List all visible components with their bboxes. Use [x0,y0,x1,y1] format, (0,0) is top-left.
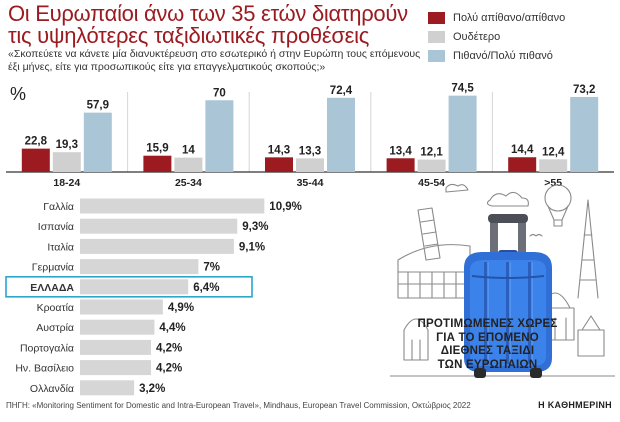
legend-item-neutral: Ουδέτερο [428,27,614,46]
country-label: Κροατία [37,302,74,314]
legend-item-positive: Πιθανό/Πολύ πιθανό [428,46,614,65]
bar-35-44-0 [265,157,293,172]
ranking-bar [80,380,135,396]
bar-value-label: 14,4 [511,144,534,156]
source-note: ΠΗΓΗ: «Monitoring Sentiment for Domestic… [6,401,471,410]
ranking-bar [80,299,163,315]
chart-legend: Πολύ απίθανο/απίθανο Ουδέτερο Πιθανό/Πολ… [428,8,614,65]
bar-value-label: 14,3 [268,144,290,156]
category-label: 45-54 [418,177,445,189]
publisher-brand: Η ΚΑΘΗΜΕΡΙΝΗ [538,400,612,410]
ranking-bar [80,238,234,254]
bar-45-54-2 [448,95,477,172]
bar-value-label: 72,4 [330,85,353,97]
bar-value-label: 73,2 [573,84,595,96]
bar-18-24-1 [52,152,81,172]
country-label: Πορτογαλία [20,342,74,354]
highlight-box [5,275,253,298]
bar->55-1 [539,159,568,172]
country-label: Ισπανία [38,221,74,233]
caption-line-2: ΓΙΑ ΤΟ ΕΠΟΜΕΝΟ [436,331,539,344]
bar-value-label: 12,1 [420,147,443,159]
caption-line-1: ΠΡΟΤΙΜΩΜΕΝΕΣ ΧΩΡΕΣ [417,318,558,330]
ranking-bar [80,360,152,376]
survey-question: «Σκοπεύετε να κάνετε μία διανυκτέρευση σ… [8,48,421,73]
country-label: Ιταλία [47,241,74,253]
bar-value-label: 13,3 [299,145,321,157]
legend-label-positive: Πιθανό/Πολύ πιθανό [453,49,553,62]
ranking-value-label: 4,9% [168,302,194,314]
bar-value-label: 12,4 [542,146,565,158]
category-label: 25-34 [175,177,202,189]
country-label: ΕΛΛΑΔΑ [30,282,74,294]
bar-value-label: 15,9 [146,143,168,155]
ranking-value-label: 4,2% [156,363,182,375]
bar-value-label: 70 [213,87,226,99]
country-label: Αυστρία [36,322,74,334]
bar-18-24-2 [83,112,112,172]
country-label: Γερμανία [32,262,74,274]
legend-label-neutral: Ουδέτερο [453,30,501,43]
ranking-value-label: 4,4% [159,322,185,334]
ranking-bar [80,339,152,355]
title-line-2: τις υψηλότερες ταξιδιωτικές προθέσεις [8,23,370,48]
ranking-bar [80,198,265,214]
country-label: Ην. Βασίλειο [15,363,74,375]
legend-item-negative: Πολύ απίθανο/απίθανο [428,8,614,27]
ranking-bar [80,279,189,295]
bar-35-44-2 [327,97,355,172]
ranking-bar [80,218,238,234]
bar-18-24-0 [21,148,50,172]
category-label: 35-44 [297,177,324,189]
country-label: Ολλανδία [30,383,74,395]
legend-swatch-negative [428,11,445,24]
bar-value-label: 19,3 [56,139,78,151]
suitcase-landmarks-icon [390,183,615,378]
ranking-value-label: 9,1% [239,241,265,253]
ranking-value-label: 7% [203,262,220,274]
bar-35-44-1 [296,158,324,172]
ranking-caption: ΠΡΟΤΙΜΩΜΕΝΕΣ ΧΩΡΕΣ ΓΙΑ ΤΟ ΕΠΟΜΕΝΟ ΔΙΕΘΝΕ… [395,318,580,372]
page-title: Οι Ευρωπαίοι άνω των 35 ετών διατηρούν τ… [8,3,408,47]
bar-45-54-0 [386,158,415,172]
legend-swatch-positive [428,49,445,62]
title-line-1: Οι Ευρωπαίοι άνω των 35 ετών διατηρούν [8,1,408,26]
age-group-bar-chart: 22,8 19,3 57,9 18-24 15,9 14 70 25-34 14,3 13,3 72… [6,83,614,189]
caption-line-3: ΔΙΕΘΝΕΣ ΤΑΞΙΔΙ [440,345,535,357]
caption-line-4: ΤΩΝ ΕΥΡΩΠΑΙΩΝ [437,358,538,371]
legend-swatch-neutral [428,30,445,43]
bar-25-34-0 [143,155,172,172]
bar-25-34-1 [174,157,203,172]
category-label: >55 [544,177,562,189]
ranking-bar [80,319,155,335]
ranking-value-label: 6,4% [193,282,219,294]
unit-label: % [10,84,27,104]
bar-value-label: 14 [182,145,195,157]
bar-value-label: 22,8 [25,136,48,148]
ranking-value-label: 3,2% [139,383,165,395]
bar-value-label: 13,4 [389,145,412,157]
ranking-value-label: 4,2% [156,342,182,354]
legend-label-negative: Πολύ απίθανο/απίθανο [453,11,566,24]
country-ranking-chart: Γαλλία 10,9% Ισπανία 9,3% Ιταλία 9,1% Γερμανία… [5,198,302,396]
bar-45-54-1 [417,159,446,172]
bar-value-label: 57,9 [87,100,109,112]
bar-25-34-2 [205,100,234,172]
ranking-bar [80,259,199,275]
category-label: 18-24 [53,177,80,189]
bar->55-0 [508,157,537,172]
ranking-value-label: 9,3% [242,221,268,233]
ranking-value-label: 10,9% [269,201,302,213]
bar-value-label: 74,5 [451,83,474,95]
country-label: Γαλλία [43,201,74,213]
bar->55-2 [570,96,599,172]
